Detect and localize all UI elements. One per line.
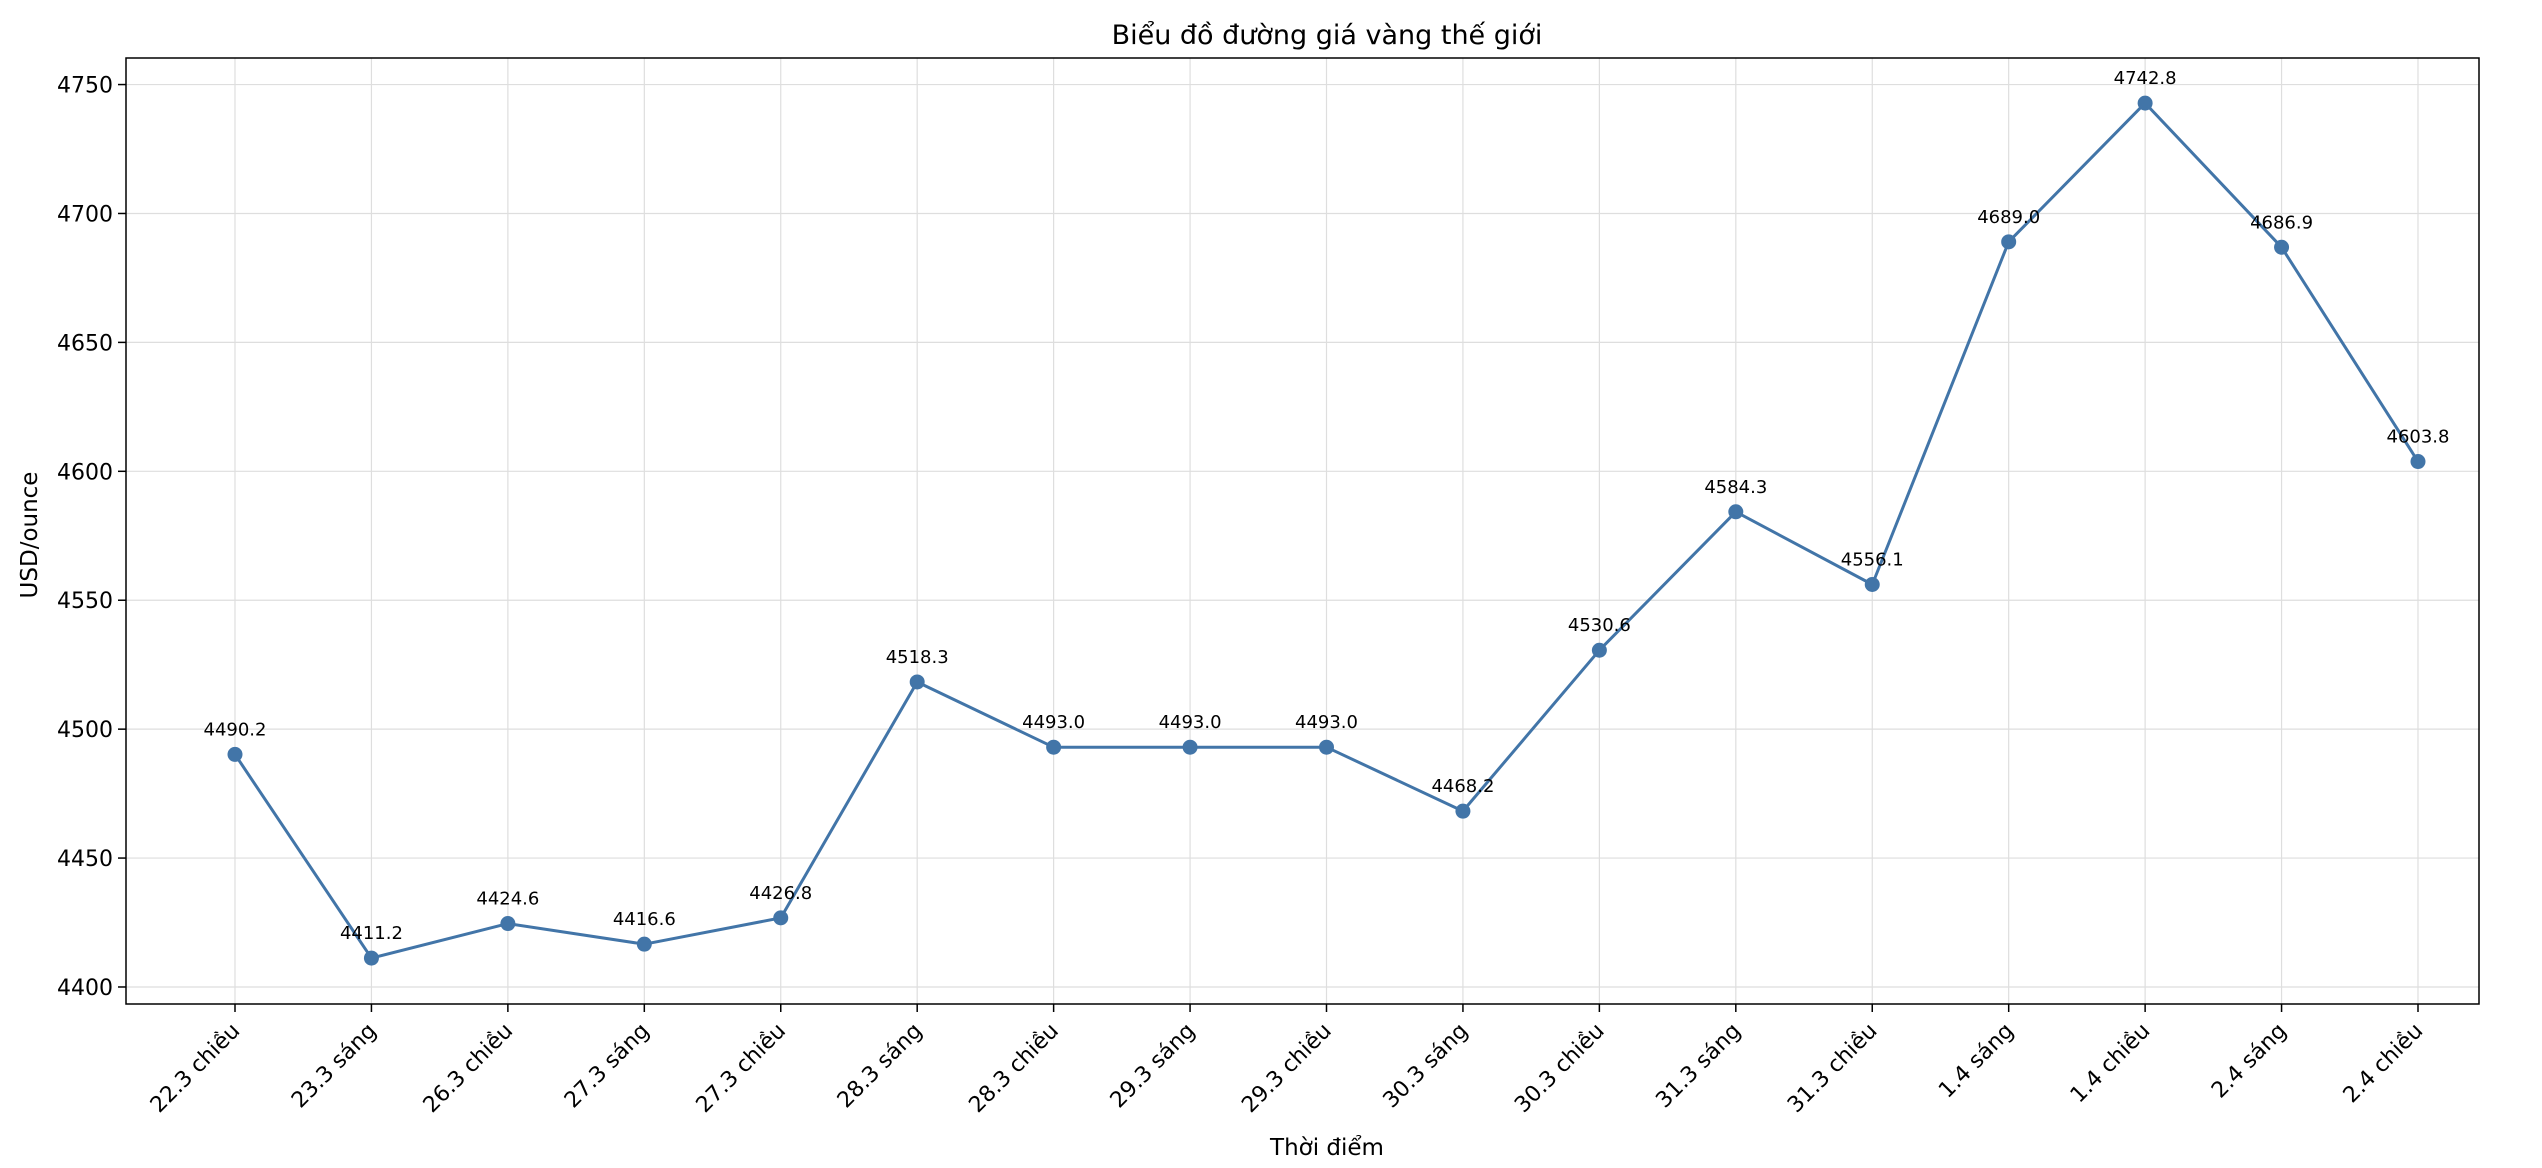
data-label: 4584.3 (1704, 477, 1767, 498)
data-point (2137, 95, 2153, 111)
data-point (636, 936, 652, 952)
x-tick-label: 27.3 chiều (692, 1019, 791, 1118)
x-tick-label: 28.3 sáng (833, 1019, 928, 1114)
y-tick-label: 4750 (57, 74, 113, 99)
y-tick-label: 4500 (57, 718, 113, 743)
x-tick-label: 1.4 chiều (2066, 1019, 2156, 1109)
x-tick-label: 30.3 chiều (1510, 1019, 1609, 1118)
data-point (363, 950, 379, 966)
data-point (1591, 642, 1607, 658)
x-tick-label: 31.3 chiều (1783, 1019, 1882, 1118)
data-point (1046, 739, 1062, 755)
grid-lines (126, 58, 2479, 1004)
data-label: 4426.8 (749, 883, 812, 904)
plot-frame (125, 57, 2480, 1005)
data-label: 4530.6 (1568, 615, 1631, 636)
x-tick-label: 31.3 sáng (1651, 1019, 1746, 1114)
data-label: 4689.0 (1977, 207, 2040, 228)
data-point (2410, 454, 2426, 470)
data-label: 4493.0 (1159, 712, 1222, 733)
data-point (1864, 577, 1880, 593)
x-tick-label: 28.3 chiều (964, 1019, 1063, 1118)
data-label: 4518.3 (886, 647, 949, 668)
data-point (909, 674, 925, 690)
data-label: 4416.6 (613, 909, 676, 930)
x-tick-label: 1.4 sáng (1934, 1019, 2019, 1104)
data-label: 4493.0 (1295, 712, 1358, 733)
x-tick-label: 22.3 chiều (146, 1019, 245, 1118)
x-tick-label: 30.3 sáng (1379, 1019, 1474, 1114)
data-label: 4411.2 (340, 923, 403, 944)
axis-ticks: 22.3 chiều 23.3 sáng 26.3 chiều 27.3 sáng 27… (57, 74, 2428, 1118)
data-point (773, 910, 789, 926)
y-tick-label: 4600 (57, 460, 113, 485)
data-label: 4490.2 (204, 719, 267, 740)
y-tick-label: 4650 (57, 331, 113, 356)
y-tick-label: 4700 (57, 202, 113, 227)
x-tick-label: 26.3 chiều (419, 1019, 518, 1118)
data-label: 4603.8 (2387, 427, 2450, 448)
x-tick-label: 2.4 chiều (2339, 1019, 2429, 1109)
data-point (500, 916, 516, 932)
series-layer (227, 95, 2426, 966)
data-label: 4742.8 (2114, 68, 2177, 89)
x-tick-label: 29.3 chiều (1237, 1019, 1336, 1118)
y-tick-label: 4550 (57, 589, 113, 614)
y-tick-label: 4400 (57, 976, 113, 1001)
data-label: 4468.2 (1431, 776, 1494, 797)
chart-title: Biểu đồ đường giá vàng thế giới (1112, 20, 1543, 51)
data-label: 4424.6 (476, 889, 539, 910)
data-point (1182, 739, 1198, 755)
data-point (227, 746, 243, 762)
x-tick-label: 27.3 sáng (560, 1019, 655, 1114)
data-point (1319, 739, 1334, 755)
x-tick-label: 2.4 sáng (2207, 1019, 2292, 1104)
data-label: 4686.9 (2250, 212, 2313, 233)
y-axis-label: USD/ounce (17, 472, 43, 599)
data-point (1728, 504, 1744, 520)
data-point (2001, 234, 2017, 250)
data-point (2274, 239, 2290, 255)
x-tick-label: 29.3 sáng (1106, 1019, 1201, 1114)
x-axis-label: Thời điểm (1269, 1135, 1384, 1161)
y-tick-label: 4450 (57, 847, 113, 872)
data-label: 4556.1 (1841, 550, 1904, 571)
x-tick-label: 23.3 sáng (287, 1019, 382, 1114)
data-point (1455, 803, 1471, 819)
data-labels: 4490.2 4411.2 4424.6 4416.6 4426.8 4518.3 4493… (204, 68, 2450, 944)
data-label: 4493.0 (1022, 712, 1085, 733)
